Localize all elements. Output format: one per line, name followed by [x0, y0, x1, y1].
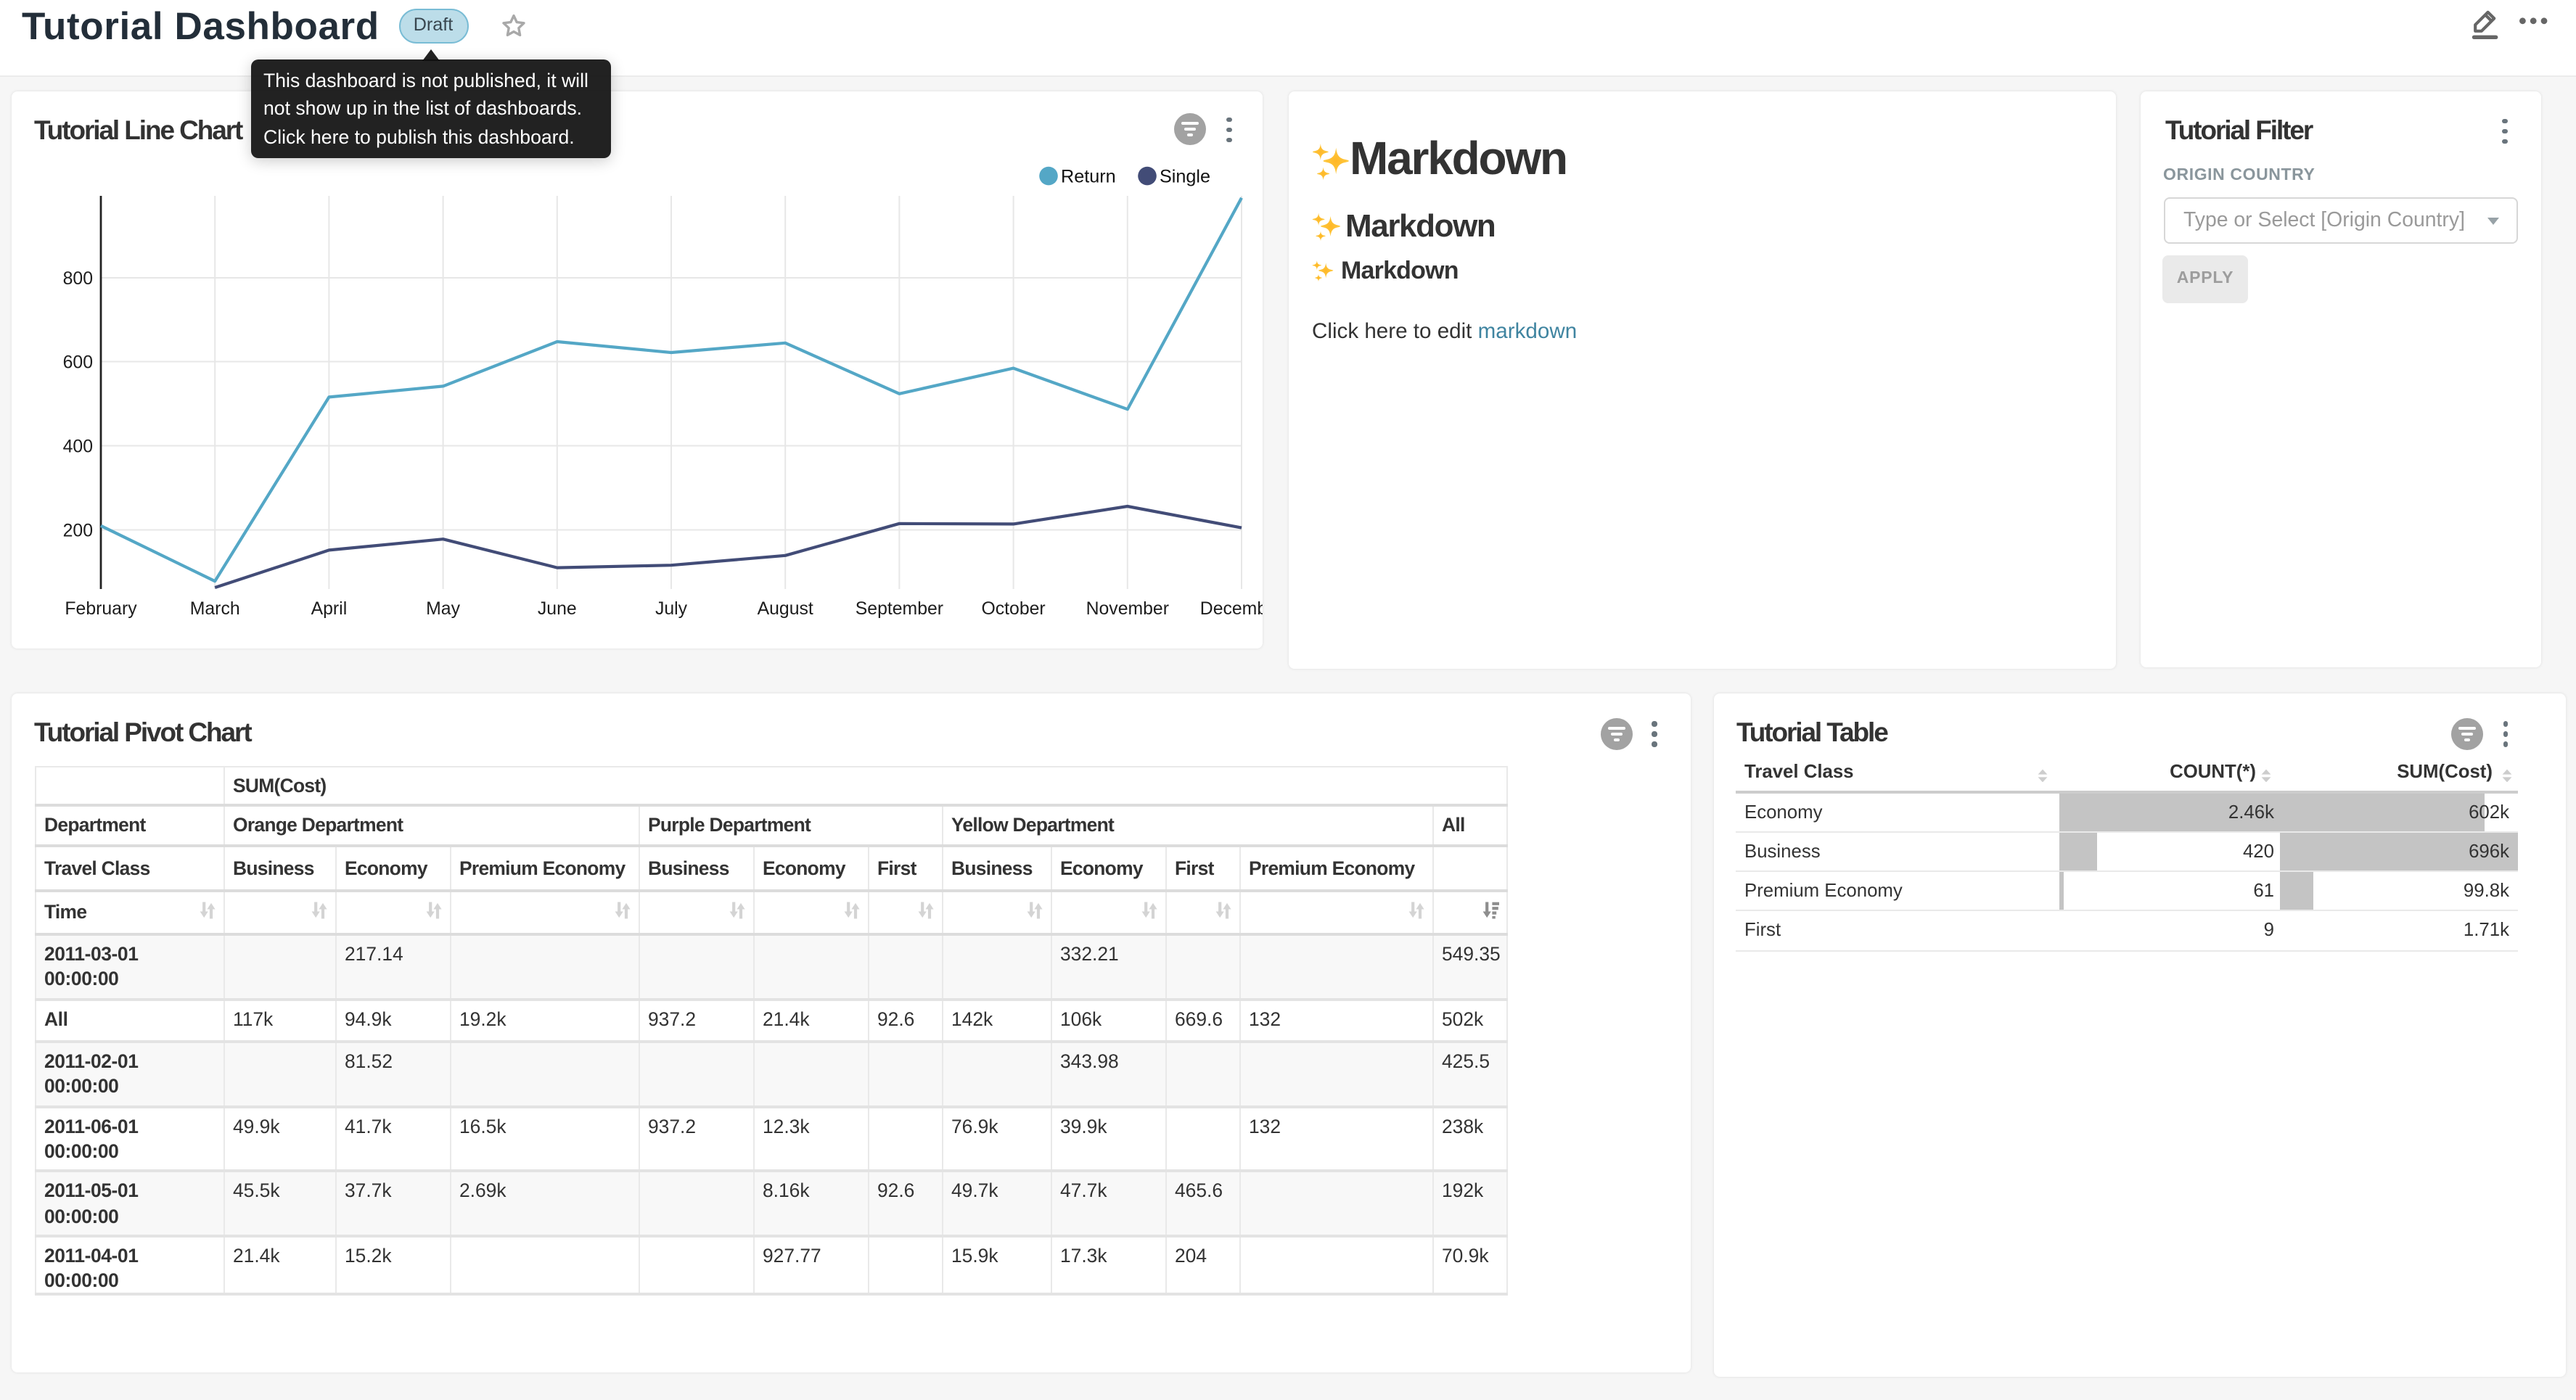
svg-text:200: 200 — [62, 520, 92, 540]
svg-text:June: June — [537, 598, 576, 618]
svg-text:600: 600 — [62, 352, 92, 371]
svg-text:April: April — [311, 598, 347, 618]
svg-text:September: September — [855, 598, 943, 618]
svg-text:March: March — [189, 598, 239, 618]
svg-text:August: August — [757, 598, 813, 618]
svg-text:November: November — [1086, 598, 1168, 618]
svg-text:October: October — [980, 598, 1044, 618]
svg-text:800: 800 — [62, 268, 92, 288]
svg-text:July: July — [655, 598, 687, 618]
svg-text:Single: Single — [1159, 166, 1210, 186]
svg-text:Return: Return — [1060, 166, 1115, 186]
svg-text:400: 400 — [62, 436, 92, 456]
svg-text:February: February — [64, 598, 136, 618]
svg-text:May: May — [425, 598, 459, 618]
svg-text:December: December — [1199, 598, 1262, 618]
